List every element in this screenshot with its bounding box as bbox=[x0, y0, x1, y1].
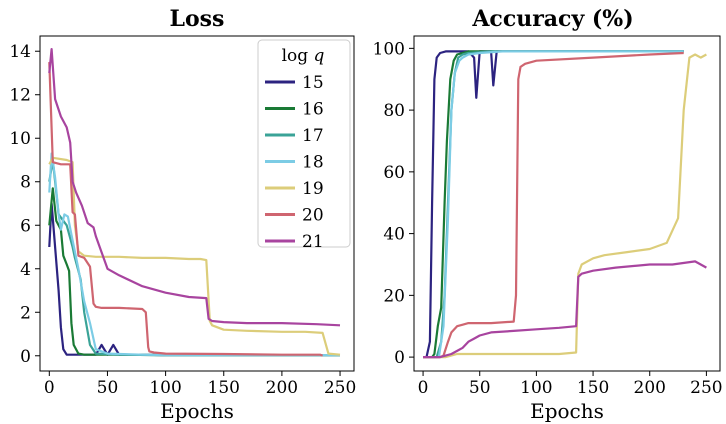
accuracy-x-tick-label: 150 bbox=[577, 378, 609, 398]
loss-legend: log q 15 16 17 18 19 20 21 bbox=[257, 39, 351, 252]
legend-items: 15 16 17 18 19 20 21 bbox=[265, 73, 324, 252]
accuracy-series-15 bbox=[423, 50, 684, 359]
loss-x-tick-label: 250 bbox=[324, 378, 356, 398]
loss-series-19 bbox=[48, 156, 341, 356]
accuracy-plot-frame bbox=[413, 35, 721, 372]
loss-y-tick-label: 4 bbox=[20, 260, 31, 280]
loss-y-tick-label: 14 bbox=[9, 42, 31, 62]
loss-series-18 bbox=[48, 152, 340, 357]
accuracy-y-tick-label: 60 bbox=[383, 163, 405, 183]
legend-label-17: 17 bbox=[302, 126, 324, 146]
accuracy-series-20 bbox=[423, 51, 684, 359]
accuracy-x-tick-label: 50 bbox=[469, 378, 491, 398]
loss-x-tick-label: 50 bbox=[97, 378, 119, 398]
accuracy-panel: Accuracy (%) 0 50 100 150 200 250 0 20 40 60 80 100… bbox=[373, 6, 723, 423]
accuracy-y-tick-label: 20 bbox=[383, 286, 405, 306]
accuracy-x-tick-label: 200 bbox=[634, 378, 666, 398]
accuracy-y-tick-label: 40 bbox=[383, 225, 405, 245]
loss-ticks: 0 50 100 150 200 250 0 2 4 6 8 10 12 14 bbox=[9, 42, 356, 398]
legend-label-15: 15 bbox=[302, 73, 324, 93]
accuracy-x-tick-label: 0 bbox=[418, 378, 429, 398]
accuracy-y-tick-label: 0 bbox=[394, 348, 405, 368]
accuracy-x-tick-label: 100 bbox=[520, 378, 552, 398]
loss-series-21 bbox=[48, 48, 341, 327]
accuracy-title: Accuracy (%) bbox=[471, 6, 633, 32]
accuracy-series-group bbox=[423, 50, 707, 359]
legend-label-20: 20 bbox=[302, 206, 324, 226]
loss-series-group bbox=[48, 48, 341, 357]
accuracy-series-16 bbox=[423, 50, 684, 359]
loss-y-tick-label: 12 bbox=[9, 86, 31, 106]
accuracy-x-tick-label: 250 bbox=[690, 378, 722, 398]
legend-box bbox=[257, 39, 351, 248]
loss-x-tick-label: 100 bbox=[149, 378, 181, 398]
loss-x-tick-label: 0 bbox=[44, 378, 55, 398]
loss-y-tick-label: 2 bbox=[20, 303, 31, 323]
loss-plot-frame bbox=[39, 35, 355, 372]
accuracy-ticks: 0 50 100 150 200 250 0 20 40 60 80 100 bbox=[373, 39, 723, 398]
accuracy-series-17 bbox=[423, 50, 684, 359]
legend-title: log q bbox=[282, 46, 325, 66]
legend-title-prefix: log bbox=[282, 46, 314, 66]
loss-x-axis-label: Epochs bbox=[160, 399, 234, 423]
accuracy-y-tick-label: 80 bbox=[383, 101, 405, 121]
loss-series-20 bbox=[48, 62, 324, 357]
legend-label-18: 18 bbox=[302, 153, 324, 173]
loss-y-tick-label: 6 bbox=[20, 216, 31, 236]
accuracy-series-18 bbox=[423, 50, 684, 359]
legend-label-16: 16 bbox=[302, 100, 324, 120]
accuracy-series-21 bbox=[423, 260, 707, 359]
loss-y-tick-label: 10 bbox=[9, 129, 31, 149]
accuracy-x-axis-label: Epochs bbox=[530, 399, 604, 423]
loss-title: Loss bbox=[170, 6, 225, 32]
legend-label-19: 19 bbox=[302, 179, 324, 199]
loss-y-tick-label: 8 bbox=[20, 173, 31, 193]
accuracy-series-19 bbox=[423, 53, 707, 359]
legend-title-var: q bbox=[314, 46, 325, 66]
legend-label-21: 21 bbox=[302, 232, 324, 252]
loss-y-tick-label: 0 bbox=[20, 347, 31, 367]
loss-x-tick-label: 150 bbox=[208, 378, 240, 398]
accuracy-y-tick-label: 100 bbox=[373, 39, 405, 59]
loss-x-tick-label: 200 bbox=[266, 378, 298, 398]
loss-panel: Loss 0 50 100 150 200 250 0 2 4 6 8 10 12 14 Epochs l… bbox=[9, 6, 356, 423]
